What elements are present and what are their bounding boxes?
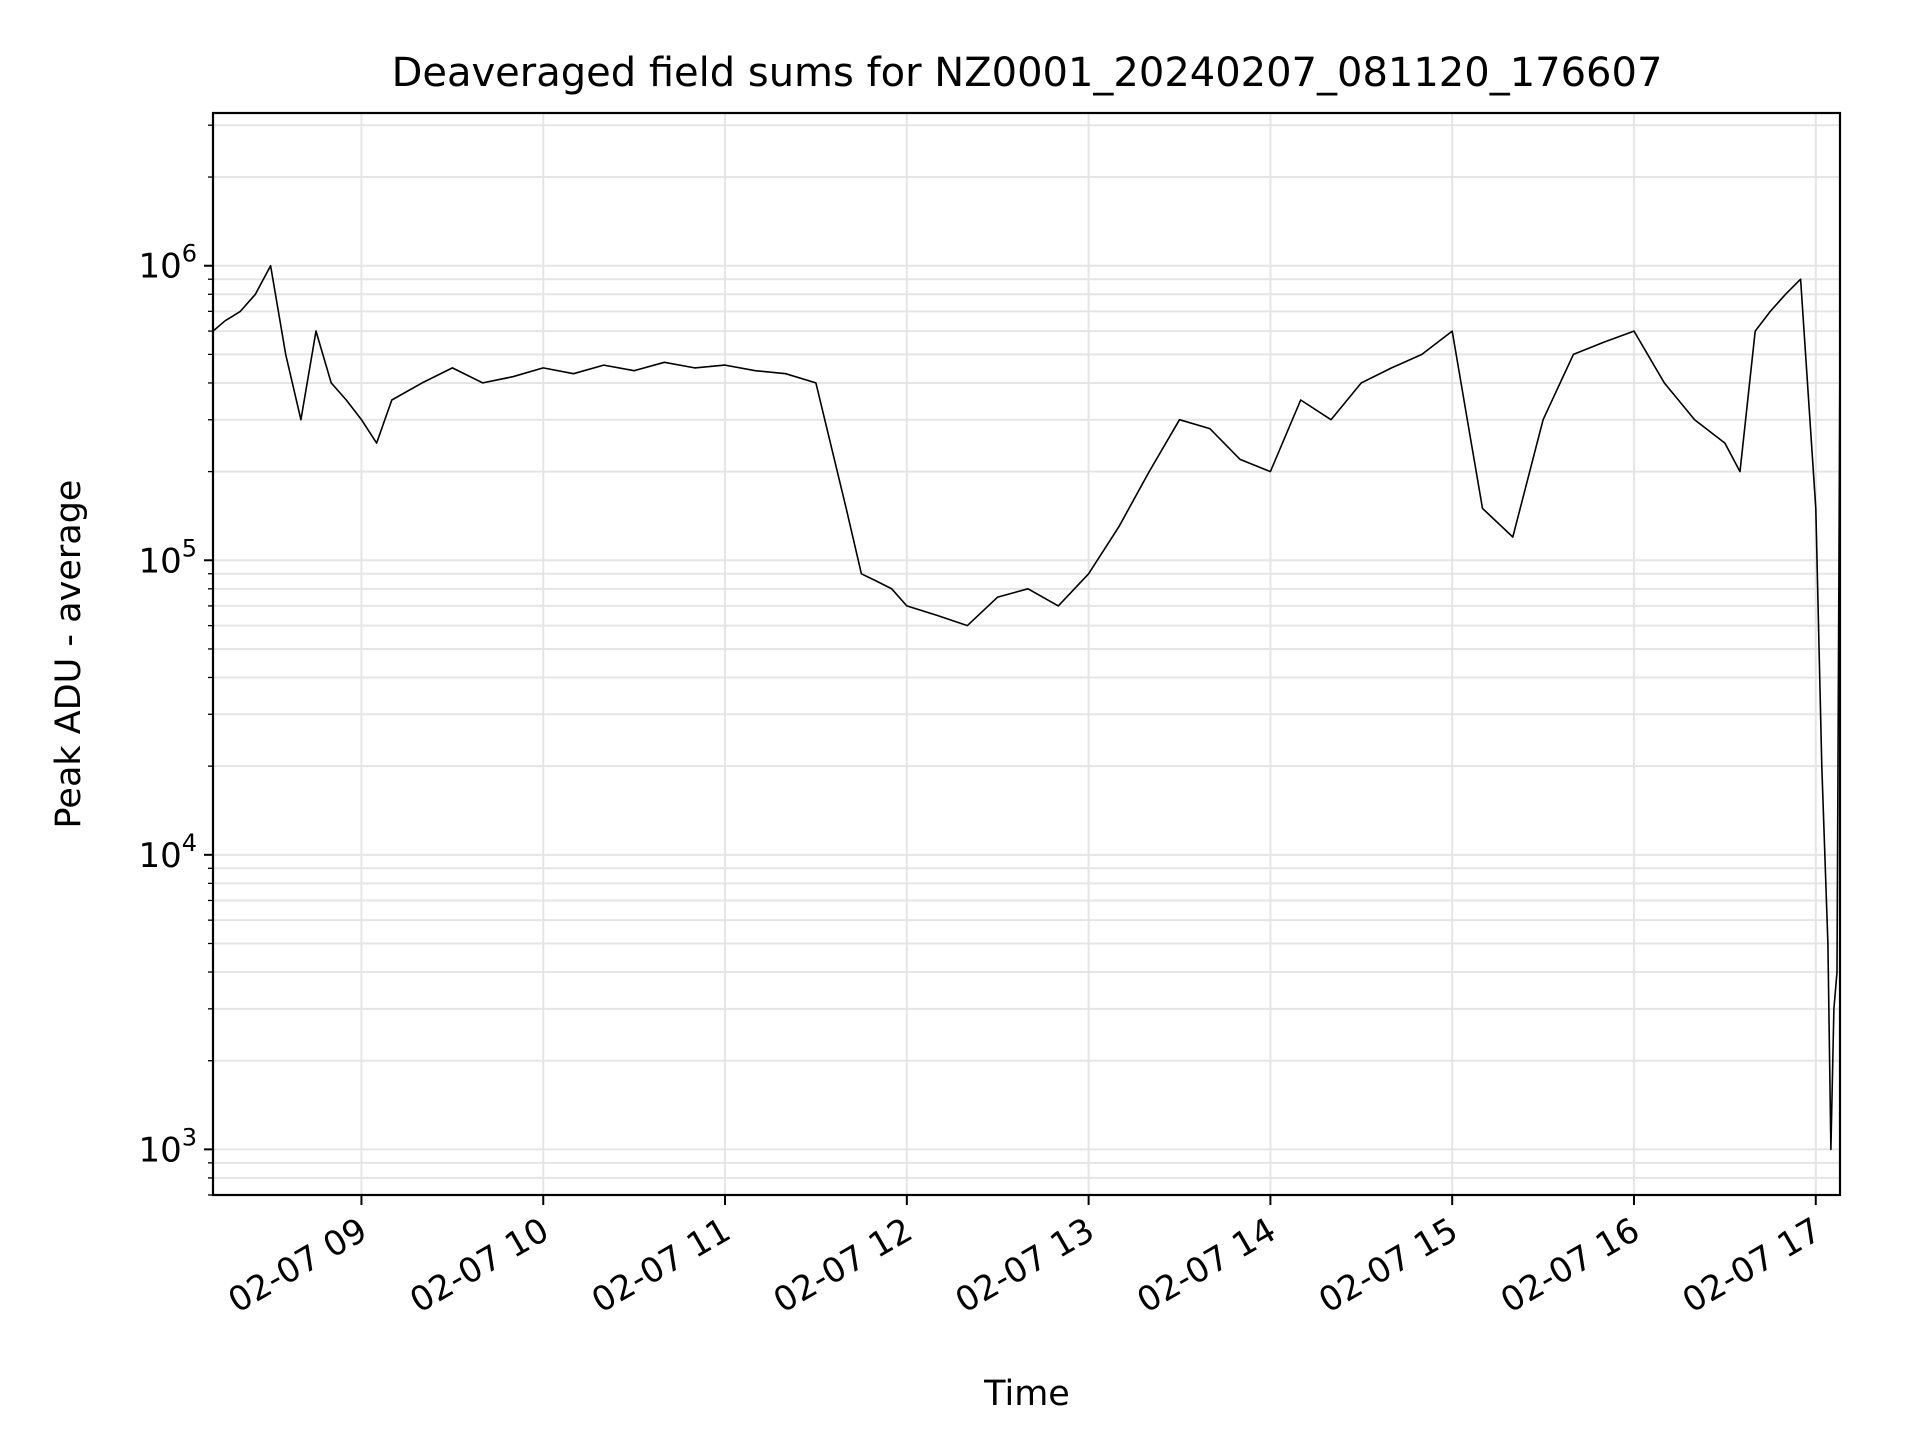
y-tick-label: 103	[138, 1123, 197, 1170]
series-line	[212, 264, 1841, 1151]
y-tick-exponent: 6	[182, 240, 197, 268]
y-tick-exponent: 3	[182, 1123, 197, 1151]
data-line	[212, 264, 1841, 1151]
y-tick-exponent: 4	[182, 829, 197, 857]
y-tick-label: 105	[138, 534, 197, 581]
y-tick-label: 106	[138, 240, 197, 287]
y-axis-label: Peak ADU - average	[49, 480, 89, 829]
y-tick-base: 10	[138, 541, 181, 581]
y-tick-base: 10	[138, 1130, 181, 1170]
y-tick-base: 10	[138, 247, 181, 287]
grid	[213, 113, 1840, 1196]
y-tick-exponent: 5	[182, 534, 197, 562]
y-tick-label: 104	[138, 829, 197, 876]
y-tick-base: 10	[138, 836, 181, 876]
x-axis-label: Time	[983, 1374, 1070, 1414]
chart-title: Deaveraged field sums for NZ0001_2024020…	[392, 50, 1663, 96]
plot-frame	[211, 111, 1842, 1197]
